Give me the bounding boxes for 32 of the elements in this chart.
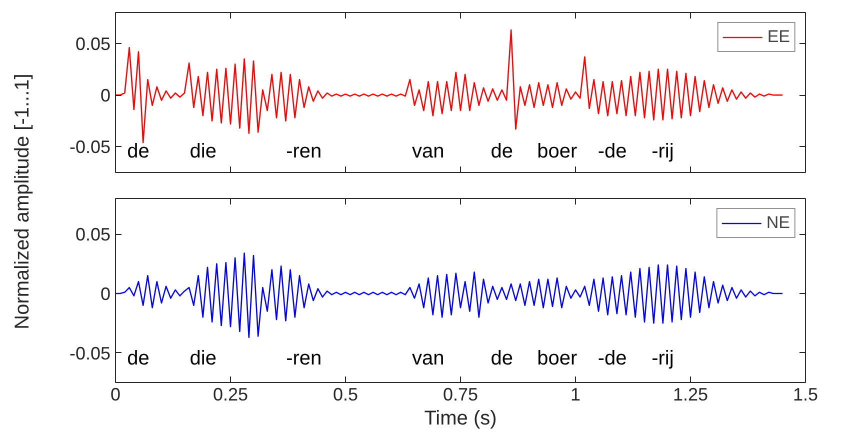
annotation: -ren (286, 348, 322, 370)
y-axis-title: Normalized amplitude [-1...1] (12, 74, 34, 330)
y-tick-label: 0.05 (75, 224, 111, 245)
x-tick-label: 0.25 (212, 384, 248, 404)
y-tick-label: 0 (100, 284, 111, 304)
x-tick-label: 0.5 (332, 384, 358, 404)
annotation: de (127, 140, 150, 163)
legend-label: EE (767, 27, 790, 47)
annotation: de (127, 348, 150, 370)
annotation: van (412, 140, 444, 163)
y-tick-label: -0.05 (69, 343, 111, 364)
x-tick-label: 1 (570, 384, 581, 404)
y-tick-label: -0.05 (69, 137, 111, 158)
annotation: van (412, 348, 444, 370)
x-tick-label: 0.75 (442, 384, 478, 404)
annotation: die (190, 348, 216, 370)
y-tick-label: 0 (100, 86, 111, 106)
annotation: -rij (652, 348, 674, 370)
y-tick-label: 0.05 (75, 34, 111, 54)
annotation: boer (537, 348, 578, 370)
annotation: die (190, 140, 216, 163)
annotation: boer (537, 140, 578, 163)
x-axis-title: Time (s) (424, 408, 497, 430)
x-tick-label: 1.5 (792, 384, 818, 404)
annotation: de (490, 140, 514, 163)
annotation: -de (598, 140, 627, 163)
x-tick-label: 1.25 (672, 384, 708, 404)
annotation: -de (598, 348, 627, 370)
legend-label: NE (766, 213, 790, 233)
annotation: de (490, 348, 514, 370)
annotation: -ren (286, 140, 322, 163)
annotation: -rij (652, 140, 674, 163)
